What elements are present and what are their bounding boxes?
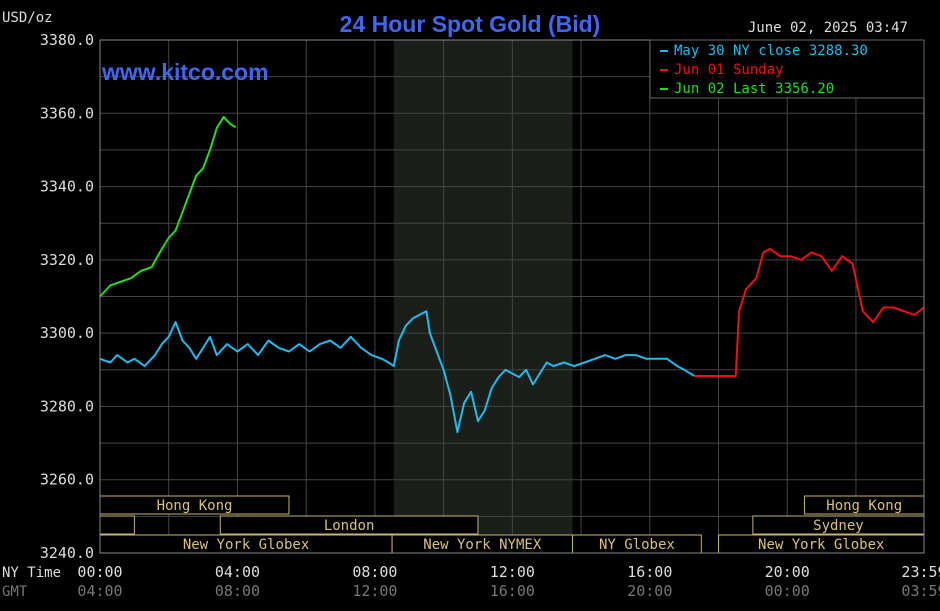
price-series [99,115,925,434]
x-tick-label-gmt: 12:00 [352,582,397,600]
legend-box [649,39,925,99]
x-axis-label-ny-time: NY Time [2,565,61,581]
session-label: NY Globex [599,537,675,553]
legend-entry: May 30 NY close 3288.30 [674,43,868,59]
session-label: Sydney [813,518,864,534]
x-axis-label-gmt: GMT [2,584,28,600]
plot-frame [99,39,925,554]
session-label: New York Globex [183,537,309,553]
date-time-stamp: June 02, 2025 03:47 [748,20,908,36]
x-tick-label-ny: 20:00 [765,563,810,581]
y-tick-label: 3320.0 [40,251,94,269]
session-label: Hong Kong [826,498,902,514]
x-tick-label-gmt: 20:00 [627,582,672,600]
x-tick-label-ny: 04:00 [215,563,260,581]
market-sessions: Hong Kong London New York Globex New York N… [99,495,925,554]
session-label: New York Globex [758,537,884,553]
y-axis-label: USD/oz [2,10,53,26]
y-tick-label: 3260.0 [40,471,94,489]
chart-title: 24 Hour Spot Gold (Bid) [340,11,601,37]
series-line [99,310,696,434]
x-tick-label-ny: 12:00 [490,563,535,581]
y-axis-ticks: 3380.0 3360.0 3340.0 3320.0 3300.0 3280.0 3260… [40,31,94,562]
session-label: New York NYMEX [423,537,542,553]
x-tick-label-ny: 00:00 [77,563,122,581]
legend-entry: Jun 02 Last 3356.20 [674,81,834,97]
x-tick-label-ny: 16:00 [627,563,672,581]
x-tick-label-gmt: 16:00 [490,582,535,600]
y-tick-label: 3380.0 [40,31,94,49]
session-bar [99,515,135,535]
session-bar [219,515,479,535]
session-label: London [324,518,375,534]
grid [100,40,924,553]
y-tick-label: 3300.0 [40,324,94,342]
legend-entry: Jun 01 Sunday [674,62,784,78]
series-line [694,247,925,377]
session-label: Hong Kong [157,498,233,514]
x-tick-label-gmt: 03:59 [901,582,940,600]
series-line [99,115,237,298]
x-axis-ticks: 00:0004:0008:0012:0016:0020:0023:5904:00… [77,563,940,600]
x-tick-label-ny: 23:59 [901,563,940,581]
x-tick-label-gmt: 00:00 [765,582,810,600]
watermark-url: www.kitco.com [101,59,269,85]
y-tick-label: 3240.0 [40,544,94,562]
x-tick-label-ny: 08:00 [352,563,397,581]
legend: May 30 NY close 3288.30 Jun 01 Sunday Jun … [649,39,925,99]
x-tick-label-gmt: 08:00 [215,582,260,600]
y-tick-label: 3340.0 [40,178,94,196]
y-tick-label: 3280.0 [40,397,94,415]
y-tick-label: 3360.0 [40,104,94,122]
x-tick-label-gmt: 04:00 [77,582,122,600]
